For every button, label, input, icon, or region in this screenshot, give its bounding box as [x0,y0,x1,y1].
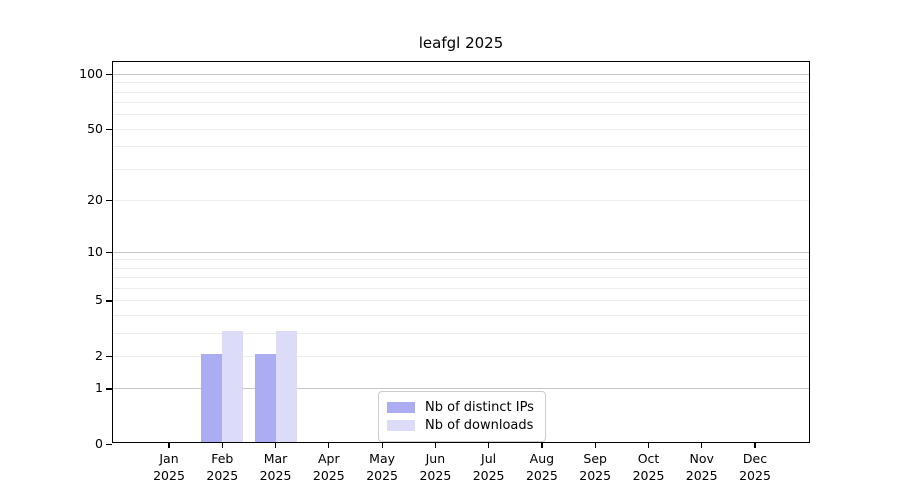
y-tick-label-0: 0 [95,436,103,451]
x-tick-mark-apr [328,442,330,448]
gridline-minor-70 [113,102,809,104]
x-tick-mark-dec [754,442,756,448]
x-tick-label-jul: Jul 2025 [472,451,505,483]
gridline-minor-5 [113,300,809,302]
x-tick-label-sep: Sep 2025 [579,451,612,483]
y-tick-mark-5 [106,300,112,302]
x-tick-label-mar: Mar 2025 [259,451,292,483]
x-tick-label-jun: Jun 2025 [419,451,452,483]
y-tick-label-100: 100 [79,65,103,81]
x-tick-label-oct: Oct 2025 [632,451,665,483]
x-tick-label-may: May 2025 [366,451,398,483]
gridline-minor-4 [113,314,809,316]
y-tick-mark-0 [106,444,112,446]
x-tick-mark-nov [701,442,703,448]
y-tick-mark-100 [106,73,112,76]
bar-mar-downloads-value-3 [275,330,297,442]
x-tick-mark-jul [488,442,490,448]
x-tick-mark-mar [274,442,277,448]
gridline-minor-7 [113,277,809,279]
gridline-major-1 [113,388,809,390]
gridline-major-100 [113,73,809,75]
legend-row-distinct-ips: Nb of distinct IPs [387,399,537,415]
x-tick-mark-oct [647,442,650,448]
gridline-minor-40 [113,146,809,148]
y-tick-label-2: 2 [95,347,103,363]
legend-swatch-downloads [387,419,415,431]
x-tick-mark-jun [434,442,437,448]
y-tick-mark-1 [106,388,112,390]
gridline-minor-9 [113,259,809,261]
x-tick-mark-sep [594,442,596,448]
gridline-minor-3 [113,332,809,334]
legend: Nb of distinct IPs Nb of downloads [378,391,546,442]
y-tick-mark-20 [106,199,112,202]
chart-title: leafgl 2025 [418,34,504,52]
x-tick-label-jan: Jan 2025 [153,451,185,483]
gridline-minor-2 [113,355,809,357]
x-tick-label-nov: Nov 2025 [685,451,718,483]
gridline-minor-50 [113,128,809,130]
x-tick-label-dec: Dec 2025 [739,451,771,483]
gridline-minor-80 [113,91,809,93]
y-tick-label-20: 20 [87,191,103,207]
bar-feb-distinct-ips-value-2 [201,353,223,442]
plot-area: leafgl 2025 0 1 2 5 10 20 50 100 Jan 2025 Feb 20… [79,34,810,483]
y-tick-mark-50 [106,128,112,130]
x-tick-mark-aug [541,442,543,448]
x-tick-mark-feb [221,442,223,448]
gridline-major-10 [113,251,809,253]
bar-mar-distinct-ips-value-2 [254,353,276,442]
gridline-minor-6 [113,287,809,289]
x-tick-mark-may [381,442,383,448]
bar-feb-downloads-value-3 [222,330,244,442]
legend-row-downloads: Nb of downloads [387,417,537,433]
legend-swatch-distinct-ips [387,401,415,413]
gridline-minor-20 [113,199,809,201]
y-tick-mark-2 [106,355,112,358]
x-tick-label-apr: Apr 2025 [312,451,345,483]
y-tick-label-50: 50 [87,120,103,136]
y-tick-label-10: 10 [87,243,103,259]
y-tick-label-5: 5 [95,292,103,308]
gridline-minor-30 [113,168,809,170]
gridline-minor-8 [113,267,809,269]
x-tick-label-feb: Feb 2025 [206,451,239,483]
x-tick-label-aug: Aug 2025 [525,451,558,483]
legend-label-downloads: Nb of downloads [425,417,534,433]
legend-label-distinct-ips: Nb of distinct IPs [425,399,534,415]
gridline-minor-90 [113,82,809,84]
y-tick-mark-10 [106,251,112,253]
y-tick-label-1: 1 [95,380,103,396]
gridline-minor-60 [113,114,809,116]
x-tick-mark-jan [168,442,170,448]
